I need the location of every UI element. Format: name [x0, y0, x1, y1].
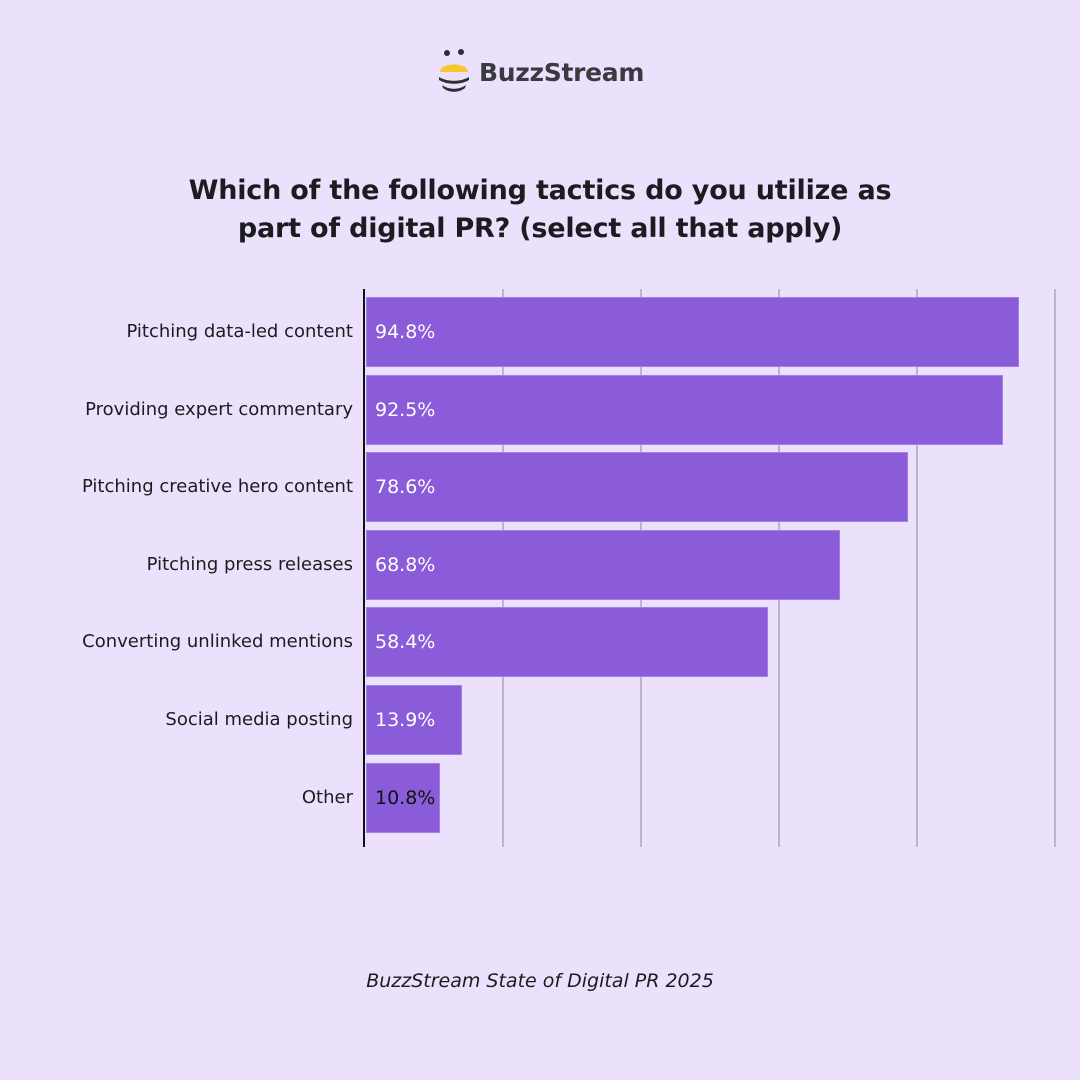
bar-value-label: 10.8%: [375, 787, 436, 809]
chart-title: Which of the following tactics do you ut…: [0, 172, 1080, 248]
category-label: Pitching creative hero content: [81, 476, 353, 497]
gridline-100: [1054, 289, 1056, 847]
category-label: Other: [301, 787, 353, 808]
y-axis-line: [363, 289, 365, 847]
bar-value-label: 92.5%: [375, 399, 436, 421]
brand-logo: BuzzStream: [437, 48, 644, 94]
bar-value-label: 58.4%: [375, 631, 436, 653]
chart-title-line-1: Which of the following tactics do you ut…: [188, 175, 892, 206]
category-label: Pitching data-led content: [126, 321, 353, 342]
bar-value-label: 78.6%: [375, 476, 436, 498]
bar: 68.8%: [366, 530, 840, 600]
gridline-80: [916, 289, 918, 847]
bar: 13.9%: [366, 685, 462, 755]
category-label: Converting unlinked mentions: [82, 631, 353, 652]
chart-title-line-2: part of digital PR? (select all that app…: [237, 213, 843, 244]
bar: 94.8%: [366, 297, 1019, 367]
category-label: Pitching press releases: [146, 554, 353, 575]
bar-value-label: 68.8%: [375, 554, 436, 576]
bar-value-label: 94.8%: [375, 321, 436, 343]
bar: 78.6%: [366, 452, 908, 522]
bar: 10.8%: [366, 763, 440, 833]
bar: 92.5%: [366, 375, 1003, 445]
bar-value-label: 13.9%: [375, 709, 436, 731]
source-caption: BuzzStream State of Digital PR 2025: [366, 970, 714, 992]
brand-name: BuzzStream: [479, 58, 645, 87]
bar: 58.4%: [366, 607, 768, 677]
category-label: Providing expert commentary: [85, 399, 353, 420]
bee-logo-icon: [439, 49, 469, 92]
category-label: Social media posting: [165, 709, 353, 730]
